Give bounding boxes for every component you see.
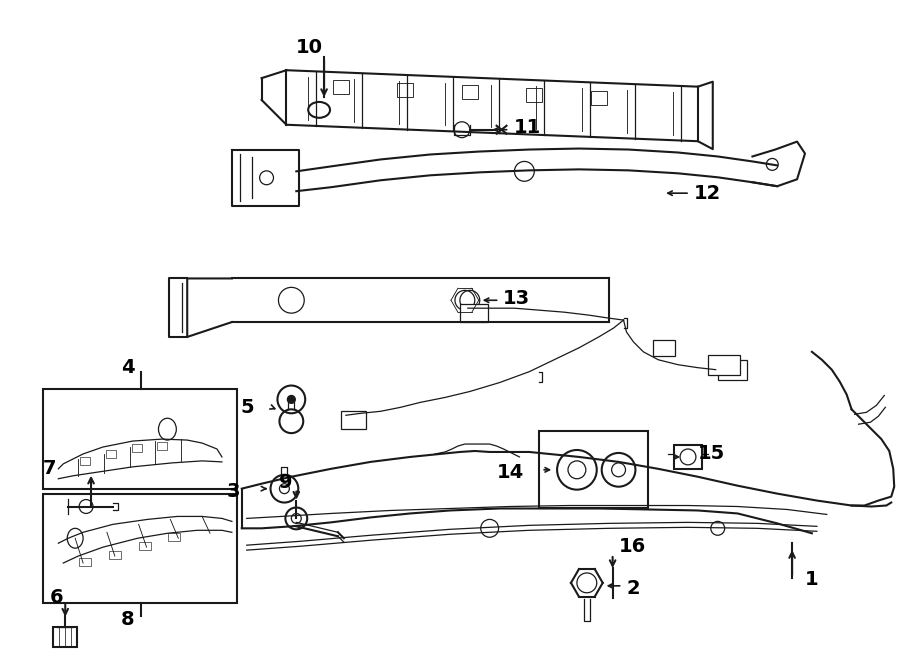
Text: 12: 12: [694, 184, 721, 203]
FancyBboxPatch shape: [333, 81, 349, 95]
FancyBboxPatch shape: [674, 445, 702, 469]
Text: 6: 6: [50, 588, 63, 607]
FancyBboxPatch shape: [707, 355, 740, 375]
Text: 8: 8: [121, 610, 134, 629]
FancyBboxPatch shape: [109, 551, 121, 559]
Circle shape: [287, 395, 295, 403]
Text: 15: 15: [698, 444, 725, 463]
FancyBboxPatch shape: [341, 411, 365, 429]
Text: 13: 13: [502, 289, 530, 308]
FancyBboxPatch shape: [43, 494, 237, 603]
FancyBboxPatch shape: [79, 558, 91, 566]
FancyBboxPatch shape: [460, 304, 488, 322]
FancyBboxPatch shape: [653, 340, 675, 356]
Text: 1: 1: [805, 570, 819, 590]
FancyBboxPatch shape: [158, 442, 167, 450]
FancyBboxPatch shape: [539, 431, 648, 508]
Text: 10: 10: [296, 38, 323, 57]
FancyBboxPatch shape: [43, 389, 237, 488]
FancyBboxPatch shape: [462, 85, 478, 99]
Text: 11: 11: [514, 118, 541, 137]
FancyBboxPatch shape: [131, 444, 141, 452]
FancyBboxPatch shape: [168, 533, 180, 541]
Text: 3: 3: [226, 482, 239, 501]
FancyBboxPatch shape: [106, 450, 116, 458]
FancyBboxPatch shape: [139, 542, 150, 550]
Text: 4: 4: [121, 358, 134, 377]
FancyBboxPatch shape: [80, 457, 90, 465]
Text: 9: 9: [279, 473, 292, 492]
Text: 16: 16: [618, 537, 646, 556]
Text: 7: 7: [43, 459, 57, 479]
FancyBboxPatch shape: [590, 91, 607, 104]
Text: 2: 2: [626, 579, 640, 598]
Text: 14: 14: [497, 463, 525, 483]
Text: 5: 5: [240, 398, 254, 417]
FancyBboxPatch shape: [398, 83, 413, 97]
FancyBboxPatch shape: [526, 88, 542, 102]
FancyBboxPatch shape: [717, 360, 748, 379]
FancyBboxPatch shape: [53, 627, 77, 647]
